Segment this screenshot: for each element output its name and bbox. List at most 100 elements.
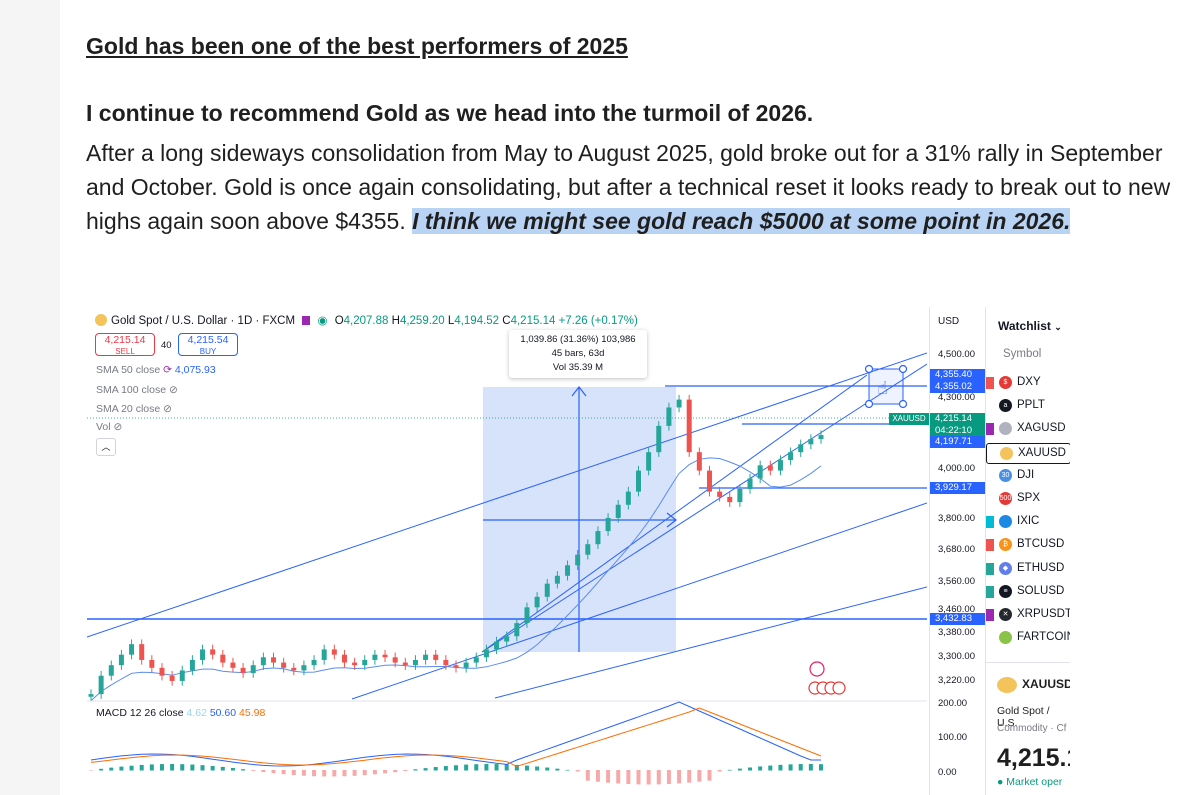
flag-icon[interactable] xyxy=(986,585,994,598)
candle xyxy=(352,662,358,666)
candle xyxy=(291,667,297,671)
eye-off-icon[interactable]: ⊘ xyxy=(163,403,172,415)
collapse-legend-button[interactable]: ︿ xyxy=(96,438,116,456)
macd-histogram-bar xyxy=(697,770,702,782)
watchlist-item[interactable]: XAUUSD xyxy=(986,442,1070,464)
indicator-sma100[interactable]: SMA 100 close ⊘ xyxy=(96,384,178,396)
candle xyxy=(686,399,692,453)
watchlist-symbol: PPLT xyxy=(1017,399,1045,412)
candle xyxy=(514,623,520,637)
candle xyxy=(747,478,753,489)
macd-histogram-bar xyxy=(342,770,347,777)
watchlist-item[interactable]: $ DXY xyxy=(986,373,1070,394)
flag-icon[interactable] xyxy=(986,423,994,436)
candle xyxy=(372,654,378,660)
macd-histogram-bar xyxy=(514,764,519,771)
price-tag: 4,355.40 xyxy=(930,369,986,381)
flag-icon[interactable] xyxy=(302,316,311,325)
channel-top-line xyxy=(87,352,927,638)
candle xyxy=(483,649,489,658)
watchlist-item[interactable]: ✕ XRPUSDT xyxy=(986,605,1070,626)
buy-button[interactable]: 4,215.54 BUY xyxy=(178,333,238,356)
watchlist-item[interactable]: XAGUSD xyxy=(986,419,1070,440)
price-tick: 3,220.00 xyxy=(938,675,975,686)
macd-histogram-bar xyxy=(322,770,327,777)
candle xyxy=(727,496,733,503)
candle xyxy=(625,491,631,505)
event-marker-icon xyxy=(809,661,825,677)
trend-line xyxy=(481,363,927,653)
candle xyxy=(696,452,702,471)
candle xyxy=(271,657,276,663)
candle xyxy=(636,470,641,492)
price-plot[interactable]: ☝ xyxy=(87,307,927,795)
symbol-detail-panel: XAUUSD Gold Spot / U.S. Commodity · Cf 4… xyxy=(985,662,1070,795)
macd-histogram-bar xyxy=(788,764,793,771)
watchlist-symbol: IXIC xyxy=(1017,515,1040,528)
article-lead: I continue to recommend Gold as we head … xyxy=(86,100,814,126)
selection-handle xyxy=(898,364,908,374)
macd-histogram-bar xyxy=(707,770,712,781)
eye-off-icon[interactable]: ⊘ xyxy=(113,421,123,433)
candle xyxy=(605,517,611,532)
sell-button[interactable]: 4,215.14 SELL xyxy=(95,333,155,356)
macd-histogram-bar xyxy=(504,764,509,771)
symbol-logo-icon xyxy=(999,515,1012,529)
macd-legend[interactable]: MACD 12 26 close 4.62 50.60 45.98 xyxy=(96,707,266,719)
flag-icon[interactable] xyxy=(986,539,994,552)
macd-histogram-bar xyxy=(159,764,164,771)
watchlist-item[interactable]: a PPLT xyxy=(986,396,1070,417)
watchlist-panel: Watchlist ⌄ Symbol $ DXY a PPLT XAGUSD XAUUSD… xyxy=(985,307,1070,795)
watchlist-item[interactable]: 30 DJI xyxy=(986,466,1070,487)
sync-icon: ⟳ xyxy=(163,364,172,376)
watchlist-item[interactable]: ₿ BTCUSD xyxy=(986,535,1070,556)
measure-arrowhead xyxy=(666,512,677,528)
eye-off-icon[interactable]: ⊘ xyxy=(168,384,178,396)
candle xyxy=(210,649,216,655)
macd-histogram-bar xyxy=(230,767,235,771)
watchlist-symbol: DXY xyxy=(1017,376,1041,388)
currency-label[interactable]: USD xyxy=(938,316,960,327)
candle xyxy=(463,662,469,668)
watchlist-item[interactable]: ◆ ETHUSD xyxy=(986,559,1070,580)
indicator-sma20[interactable]: SMA 20 close ⊘ xyxy=(96,403,172,415)
macd-histogram-bar xyxy=(312,770,317,777)
candle xyxy=(737,489,743,503)
watchlist-title[interactable]: Watchlist ⌄ xyxy=(998,319,1062,333)
candle xyxy=(666,407,672,426)
macd-tick: 100.00 xyxy=(938,732,968,743)
macd-histogram-bar xyxy=(99,768,104,771)
candle xyxy=(331,649,337,655)
price-axis[interactable]: USD 4,500.00 4,300.00 4,000.00 3,800.00 … xyxy=(929,307,986,795)
price-tag: 3,929.17 xyxy=(930,482,986,494)
status-dot-icon: ◉ xyxy=(317,315,328,327)
flag-icon[interactable] xyxy=(986,562,994,575)
flag-icon[interactable] xyxy=(986,609,994,621)
candle xyxy=(200,649,206,660)
candle xyxy=(565,565,571,576)
candle xyxy=(585,544,591,555)
candle xyxy=(311,659,317,666)
detail-symbol[interactable]: XAUUSD xyxy=(1022,677,1070,691)
watchlist-symbol: SPX xyxy=(1017,492,1041,504)
watchlist-item[interactable]: 500 SPX xyxy=(986,489,1070,510)
flag-icon[interactable] xyxy=(986,377,994,389)
candle xyxy=(402,662,408,666)
watchlist-item[interactable]: ≡ SOLUSD xyxy=(986,582,1070,603)
macd-histogram-bar xyxy=(575,770,580,772)
macd-tick: 0.00 xyxy=(938,767,957,778)
watchlist-item[interactable]: IXIC xyxy=(986,512,1070,533)
candle xyxy=(494,641,500,650)
indicator-vol[interactable]: Vol ⊘ xyxy=(96,421,123,433)
symbol-title[interactable]: Gold Spot / U.S. Dollar · 1D · FXCM xyxy=(111,315,296,327)
price-tick: 3,560.00 xyxy=(938,576,975,587)
flag-icon[interactable] xyxy=(986,516,994,529)
indicator-sma50[interactable]: SMA 50 close ⟳ 4,075.93 xyxy=(96,364,216,376)
price-tick: 4,300.00 xyxy=(938,392,975,403)
macd-histogram-bar xyxy=(737,768,742,771)
macd-histogram-bar xyxy=(362,770,367,776)
watchlist-item[interactable]: FARTCOIN xyxy=(986,628,1070,649)
macd-histogram-bar xyxy=(180,764,185,771)
macd-histogram-bar xyxy=(616,770,621,784)
symbol-column-header[interactable]: Symbol xyxy=(1003,348,1042,360)
